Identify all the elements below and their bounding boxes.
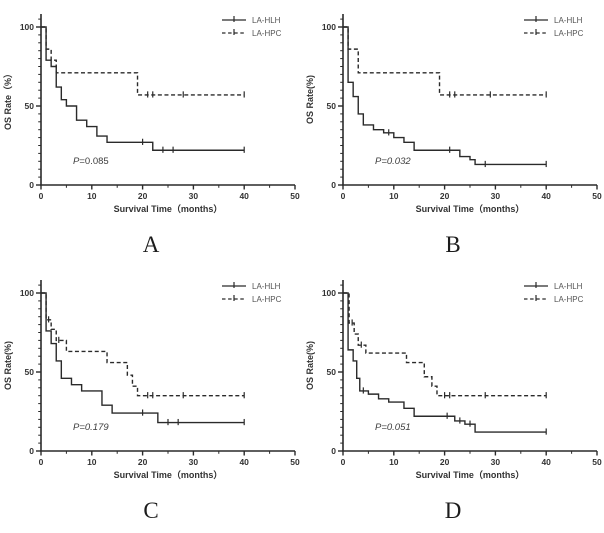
- curve-la-hpc: [343, 292, 547, 397]
- y-tick-label: 0: [331, 180, 336, 190]
- x-tick-label: 0: [341, 191, 346, 201]
- x-tick-label: 20: [138, 457, 148, 467]
- x-tick-label: 50: [592, 191, 602, 201]
- panel-letter-d: D: [444, 498, 462, 523]
- y-tick-label: 100: [322, 22, 336, 32]
- y-axis-title: OS Rate(%): [305, 75, 315, 124]
- x-axis-title: Survival Time（months）: [416, 204, 525, 214]
- x-tick-label: 40: [541, 457, 551, 467]
- x-tick-label: 0: [39, 457, 44, 467]
- p-value-label: P=0.032: [375, 156, 411, 167]
- p-value-label: P=0.051: [375, 422, 411, 433]
- x-tick-label: 30: [189, 191, 199, 201]
- curve-la-hpc: [343, 26, 547, 96]
- panel-letter-c: C: [143, 498, 159, 523]
- legend-label: LA-HPC: [554, 295, 584, 304]
- x-axis-title: Survival Time（months）: [114, 470, 223, 480]
- y-tick-label: 50: [25, 101, 35, 111]
- x-tick-label: 50: [290, 191, 300, 201]
- x-tick-label: 40: [239, 457, 249, 467]
- x-tick-label: 20: [440, 191, 450, 201]
- legend-label: LA-HLH: [252, 16, 281, 25]
- x-tick-label: 40: [239, 191, 249, 201]
- p-value-label: P=0.085: [73, 156, 109, 167]
- x-tick-label: 50: [592, 457, 602, 467]
- y-tick-label: 0: [29, 180, 34, 190]
- km-survival-chart-a: 0 50 100 0 10 20 30 40 50 Survival Time（months） OS…: [3, 14, 300, 214]
- curve-la-hpc: [41, 26, 245, 96]
- curve-la-hlh: [41, 292, 245, 424]
- y-tick-label: 50: [25, 367, 35, 377]
- panel-c: 0 50 100 0 10 20 30 40 50 Survival Time（months） OS…: [0, 266, 302, 533]
- y-tick-label: 100: [322, 288, 336, 298]
- y-tick-label: 100: [20, 22, 34, 32]
- x-tick-label: 0: [341, 457, 346, 467]
- x-tick-label: 10: [87, 191, 97, 201]
- legend-label: LA-HPC: [554, 29, 584, 38]
- y-axis-title: OS Rate(%): [3, 341, 13, 390]
- legend-label: LA-HPC: [252, 295, 282, 304]
- x-tick-label: 30: [189, 457, 199, 467]
- x-tick-label: 30: [491, 457, 501, 467]
- x-tick-label: 20: [440, 457, 450, 467]
- x-tick-label: 30: [491, 191, 501, 201]
- km-survival-chart-d: 0 50 100 0 10 20 30 40 50 Survival Time（months） OS…: [305, 280, 602, 480]
- y-tick-label: 0: [29, 446, 34, 456]
- y-tick-label: 50: [327, 101, 337, 111]
- km-survival-chart-c: 0 50 100 0 10 20 30 40 50 Survival Time（months） OS…: [3, 280, 300, 480]
- curve-la-hlh: [343, 292, 547, 433]
- y-tick-label: 100: [20, 288, 34, 298]
- x-tick-label: 0: [39, 191, 44, 201]
- x-tick-label: 40: [541, 191, 551, 201]
- panel-letter-b: B: [445, 232, 461, 257]
- y-tick-label: 50: [327, 367, 337, 377]
- x-tick-label: 50: [290, 457, 300, 467]
- y-tick-label: 0: [331, 446, 336, 456]
- legend-label: LA-HPC: [252, 29, 282, 38]
- legend-label: LA-HLH: [554, 16, 583, 25]
- panel-a: 0 50 100 0 10 20 30 40 50 Survival Time（months） OS…: [0, 0, 302, 266]
- x-tick-label: 10: [87, 457, 97, 467]
- y-axis-title: OS Rate(%): [305, 341, 315, 390]
- curve-la-hlh: [343, 26, 547, 166]
- curve-la-hlh: [41, 26, 245, 151]
- y-axis-title: OS Rate（%）: [3, 69, 13, 130]
- panel-d: 0 50 100 0 10 20 30 40 50 Survival Time（months） OS…: [302, 266, 604, 533]
- p-value-label: P=0.179: [73, 422, 109, 433]
- legend-label: LA-HLH: [252, 282, 281, 291]
- panel-letter-a: A: [142, 232, 160, 257]
- x-tick-label: 20: [138, 191, 148, 201]
- curve-la-hpc: [41, 292, 245, 397]
- x-tick-label: 10: [389, 457, 399, 467]
- x-axis-title: Survival Time（months）: [114, 204, 223, 214]
- panel-b: 0 50 100 0 10 20 30 40 50 Survival Time（months） OS…: [302, 0, 604, 266]
- x-tick-label: 10: [389, 191, 399, 201]
- legend-label: LA-HLH: [554, 282, 583, 291]
- km-survival-chart-b: 0 50 100 0 10 20 30 40 50 Survival Time（months） OS…: [305, 14, 602, 214]
- x-axis-title: Survival Time（months）: [416, 470, 525, 480]
